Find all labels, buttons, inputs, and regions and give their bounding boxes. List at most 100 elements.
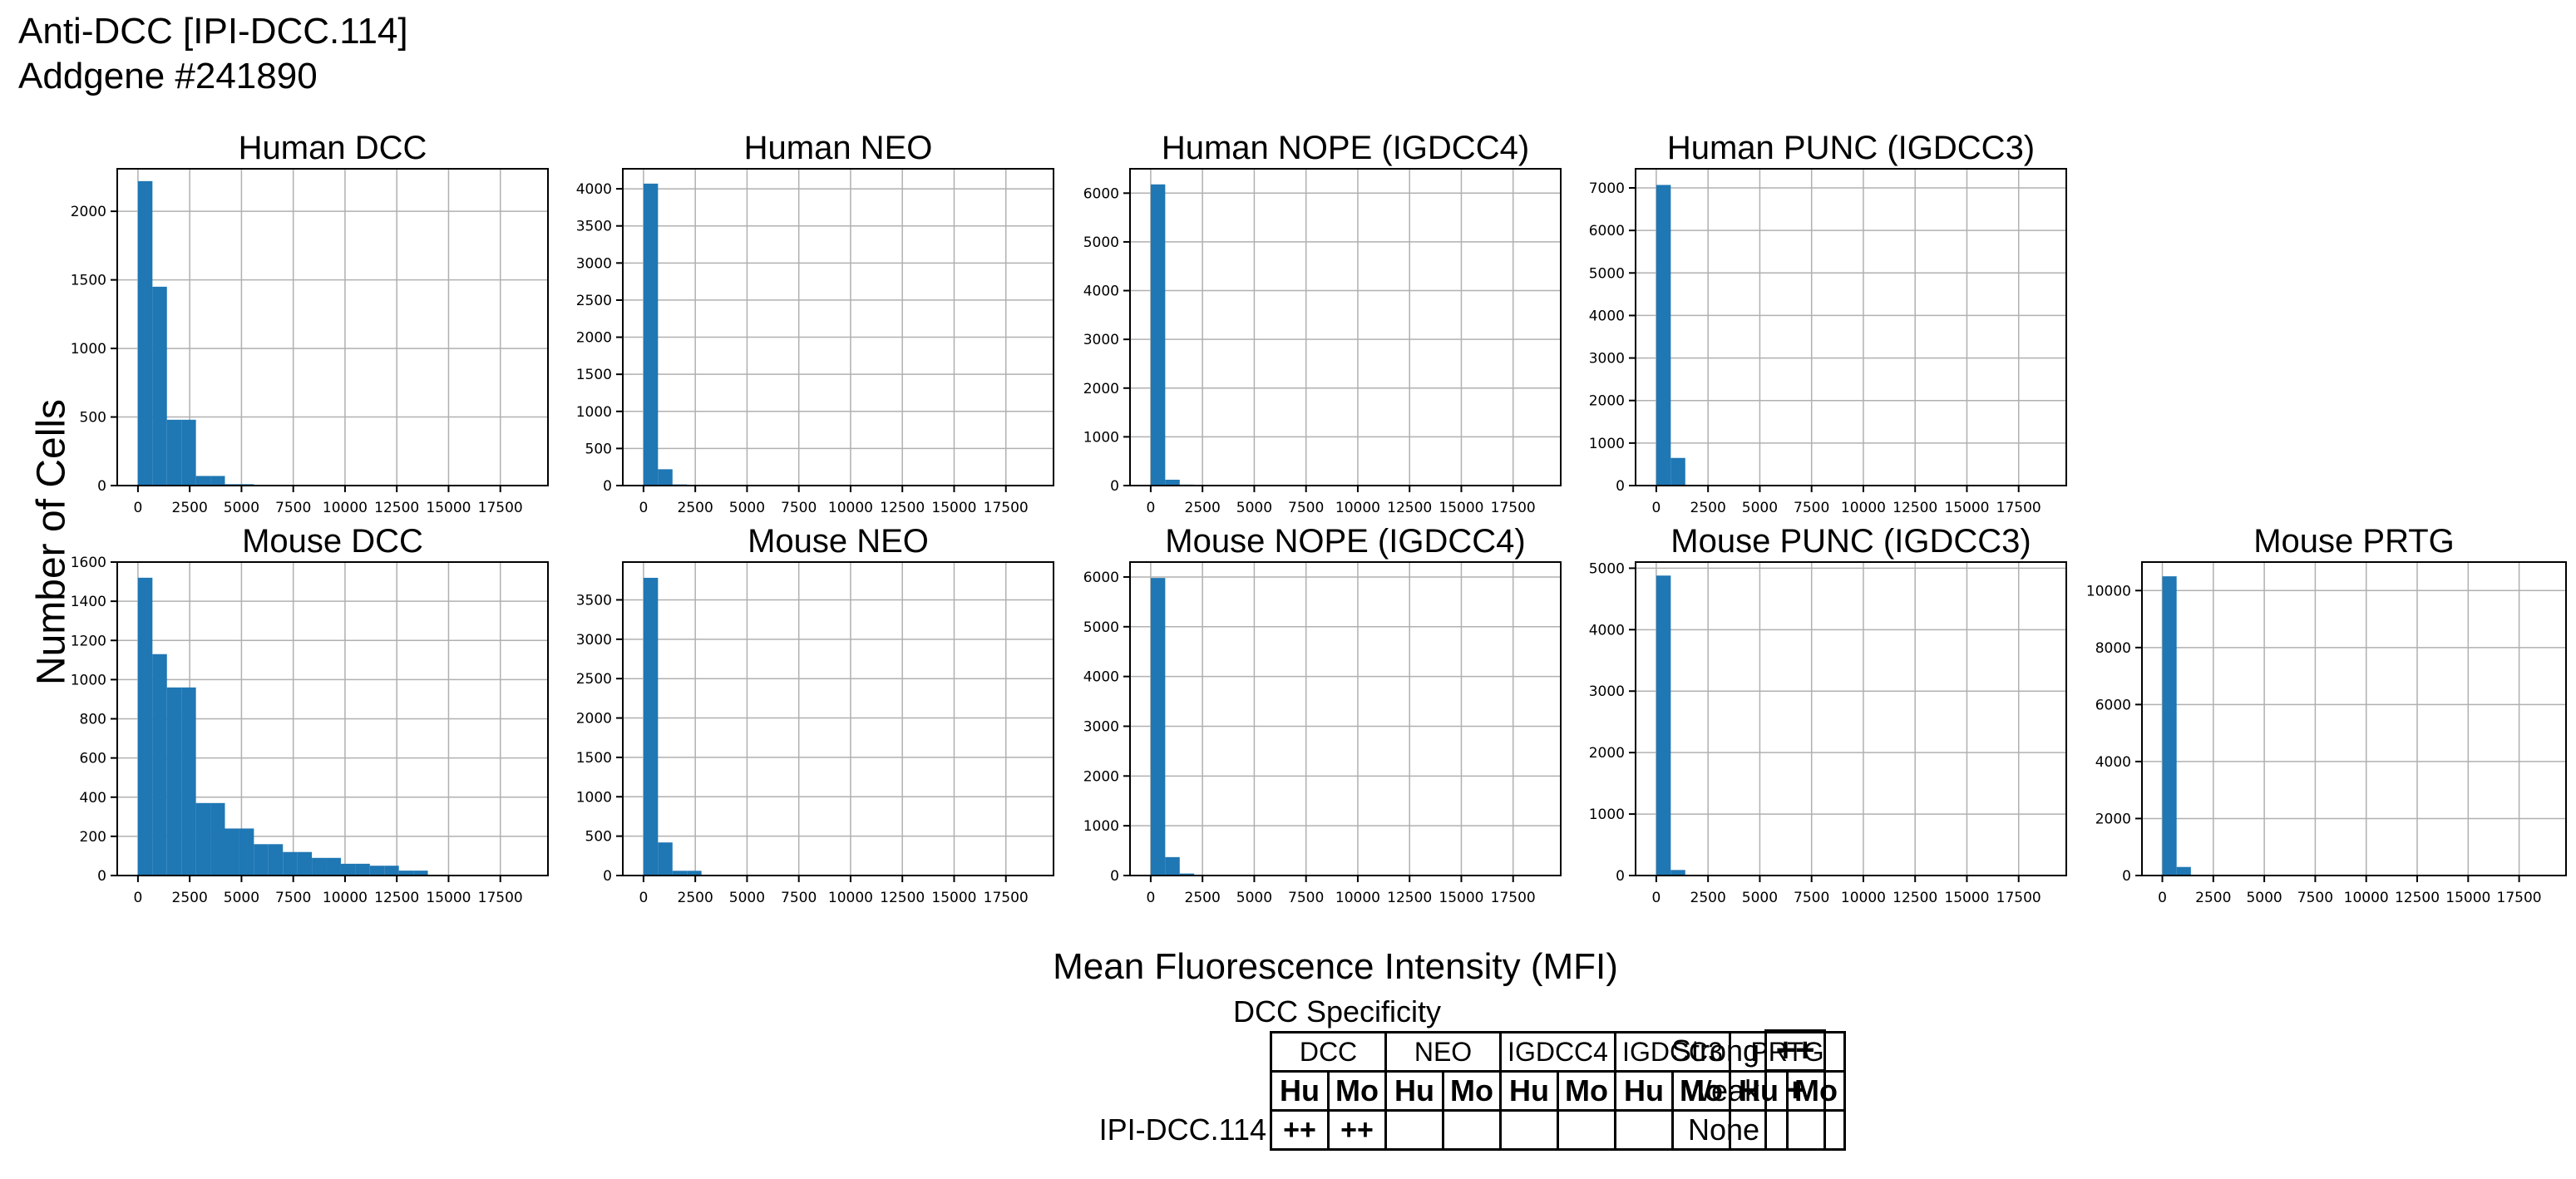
species-cell: Mo [1557,1070,1616,1112]
y-tick-label: 3000 [1589,683,1625,700]
x-tick-label: 7500 [1794,890,1829,906]
histogram-bar [283,851,298,876]
y-tick-label: 1000 [576,789,612,806]
x-tick-label: 10000 [828,890,873,906]
y-tick-label: 2000 [2095,811,2131,827]
histogram-bar [181,419,196,486]
histogram-bar [210,476,225,486]
y-tick-label: 4000 [2095,754,2131,771]
x-tick-label: 10000 [1335,890,1380,906]
y-tick-label: 6000 [1083,570,1119,586]
plot-frame [2141,561,2567,876]
species-cell: Hu [1499,1070,1559,1112]
x-tick-label: 12500 [374,890,419,906]
x-tick-label: 2500 [2195,890,2231,906]
x-tick-label: 0 [1146,890,1155,906]
x-tick-label: 10000 [323,890,368,906]
y-tick-label: 4000 [1589,308,1625,324]
histogram-bar [181,687,196,876]
y-tick-label: 2500 [576,293,612,309]
histogram-bar [239,828,254,876]
legend-label: None [1688,1112,1760,1147]
y-tick-label: 5000 [1589,560,1625,577]
x-tick-label: 0 [639,500,648,516]
histogram-bar [413,871,428,876]
species-cell: Hu [1270,1070,1330,1112]
x-tick-label: 12500 [1893,500,1937,516]
x-tick-label: 17500 [1491,500,1536,516]
x-tick-label: 15000 [426,500,471,516]
panel-title: Mouse DCC [242,523,423,560]
panel-title: Human NEO [744,130,933,166]
histogram-bar [658,469,673,486]
histogram-bar [384,866,399,876]
histogram-panel: 0 2500 5000 7500 10000 12500 15000 17500 0 200 400… [71,523,549,906]
panel-title: Human DCC [239,130,427,166]
x-tick-label: 17500 [1996,890,2041,906]
x-tick-label: 7500 [275,500,311,516]
y-tick-label: 0 [603,478,612,495]
x-tick-label: 15000 [1944,500,1989,516]
figure-title: Anti-DCC [IPI-DCC.114] [18,11,408,52]
histogram-bar [1150,578,1166,876]
y-tick-label: 6000 [1589,223,1625,239]
histogram-panel: 0 2500 5000 7500 10000 12500 15000 17500 0 1000 20… [1083,130,1562,516]
x-tick-label: 15000 [426,890,471,906]
x-tick-label: 0 [133,890,142,906]
y-tick-label: 500 [80,410,106,427]
x-tick-label: 15000 [1439,890,1483,906]
group-dcc: DCC [1270,1031,1387,1073]
x-tick-label: 10000 [1841,500,1886,516]
histogram-bar [210,802,225,876]
x-tick-label: 0 [133,500,142,516]
y-tick-label: 1500 [71,273,106,289]
x-tick-label: 2500 [1690,890,1726,906]
y-tick-label: 1000 [1589,807,1625,823]
specificity-cell [1499,1109,1559,1151]
y-tick-label: 500 [585,829,612,846]
plot-frame [116,168,549,486]
histogram-bar [369,866,385,876]
histogram-bar [137,577,153,876]
x-tick-label: 2500 [172,500,208,516]
y-tick-label: 0 [97,478,106,495]
legend-symbol: + [1764,1069,1827,1112]
species-cell: Mo [1671,1070,1731,1112]
x-tick-label: 5000 [1236,500,1272,516]
species-cell: Mo [1442,1070,1502,1112]
x-tick-label: 5000 [1742,500,1778,516]
histogram-bar [137,180,153,486]
y-tick-label: 1000 [71,341,106,358]
specificity-title: DCC Specificity [1232,994,1442,1029]
x-tick-label: 0 [1651,890,1661,906]
y-tick-label: 5000 [1083,234,1119,251]
x-tick-label: 15000 [1439,500,1483,516]
y-tick-label: 3000 [576,632,612,649]
y-axis-label: Number of Cells [29,398,74,686]
plot-frame [622,561,1054,876]
y-tick-label: 0 [2122,868,2131,885]
x-tick-label: 5000 [1742,890,1778,906]
y-tick-label: 4000 [1083,284,1119,300]
x-tick-label: 15000 [931,890,976,906]
histogram-panel: 0 2500 5000 7500 10000 12500 15000 17500 0 1000 20… [1589,130,2067,516]
histogram-bar [643,577,659,876]
legend-symbol: ++ [1764,1029,1827,1072]
x-tick-label: 7500 [781,890,817,906]
y-tick-label: 2500 [576,671,612,688]
histogram-bar [225,828,239,876]
histogram-bar [1165,479,1180,486]
y-tick-label: 8000 [2095,640,2131,657]
y-tick-label: 3500 [576,219,612,235]
x-tick-label: 7500 [1288,500,1324,516]
x-tick-label: 5000 [729,500,765,516]
histogram-bar [2176,866,2191,876]
y-tick-label: 3000 [1083,718,1119,735]
histogram-panel: 0 2500 5000 7500 10000 12500 15000 17500 0 1000 20… [1083,523,1562,906]
legend-label: Weak [1683,1073,1760,1107]
histogram-panel: 0 2500 5000 7500 10000 12500 15000 17500 0 500 100… [71,130,549,516]
x-tick-label: 10000 [828,500,873,516]
histogram-bar [195,802,211,876]
y-tick-label: 2000 [1589,393,1625,410]
figure-subtitle: Addgene #241890 [18,56,318,96]
